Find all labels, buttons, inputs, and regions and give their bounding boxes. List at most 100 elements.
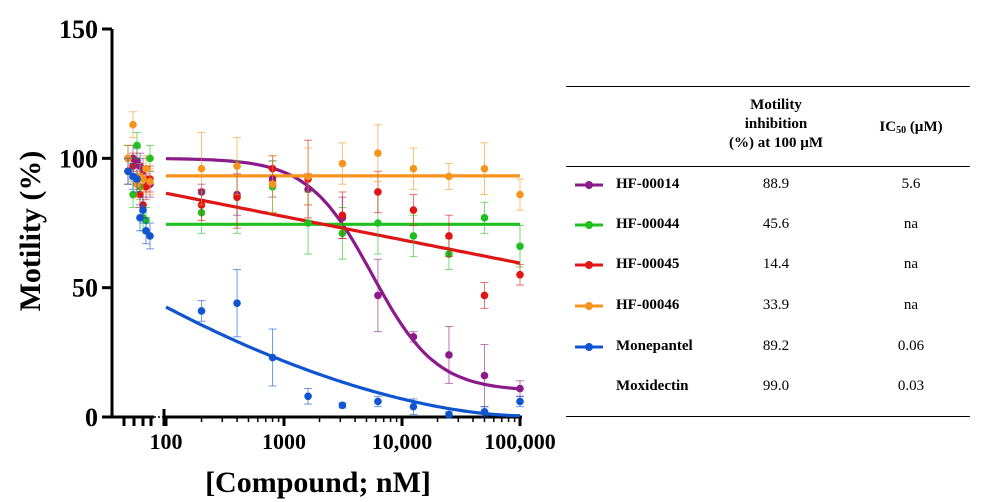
header-ic50-sub: 50 xyxy=(896,125,907,136)
row-inhibition: 89.2 xyxy=(762,338,790,354)
control-point-monepantel xyxy=(139,196,147,224)
table-row: Moxidectin 99.0 0.03 xyxy=(566,376,970,400)
table-header-rule xyxy=(566,166,970,167)
data-point xyxy=(374,188,382,196)
legend-dot xyxy=(585,343,593,351)
data-point-monepantel xyxy=(516,395,524,408)
data-point-hf-00044 xyxy=(516,225,524,268)
data-point-monepantel xyxy=(338,401,347,410)
header-line-2: inhibition xyxy=(744,116,808,132)
legend-marker xyxy=(575,181,603,189)
fit-curve-hf-00014 xyxy=(166,157,521,391)
row-compound-name: HF-00045 xyxy=(616,256,680,272)
data-point-hf-00046 xyxy=(304,147,313,206)
data-point xyxy=(233,193,241,201)
data-point xyxy=(480,371,489,380)
data-point xyxy=(409,164,418,173)
data-point-hf-00046 xyxy=(480,142,489,196)
data-point-hf-00014 xyxy=(480,344,489,408)
data-point xyxy=(374,219,382,227)
data-point xyxy=(480,291,489,300)
data-point-monepantel xyxy=(197,300,206,322)
data-point xyxy=(480,408,489,416)
row-ic50: 5.6 xyxy=(901,176,921,192)
legend-marker xyxy=(575,343,603,351)
table-bottom-rule xyxy=(566,416,970,417)
data-point xyxy=(516,270,524,279)
data-point xyxy=(516,190,524,199)
control-point-monepantel xyxy=(133,165,141,193)
row-ic50: na xyxy=(903,256,919,272)
data-point xyxy=(409,206,418,214)
data-point xyxy=(268,353,277,362)
legend-marker xyxy=(575,261,603,269)
data-point xyxy=(233,299,241,307)
data-point-hf-00046 xyxy=(268,155,277,214)
data-point xyxy=(516,242,524,251)
data-point xyxy=(136,190,144,199)
data-point xyxy=(233,162,241,170)
data-point xyxy=(268,180,277,188)
y-tick-label: 100 xyxy=(59,144,98,173)
data-point xyxy=(338,159,347,168)
data-point xyxy=(374,291,382,300)
x-tick-label: 100 xyxy=(150,429,183,454)
table-header-ic50: IC50 (µM) xyxy=(866,118,956,137)
data-point xyxy=(445,232,453,240)
data-point-hf-00046 xyxy=(373,124,382,183)
data-point-monepantel xyxy=(373,395,382,408)
data-point xyxy=(142,226,150,235)
data-point xyxy=(146,232,154,240)
data-point-monepantel xyxy=(480,406,489,418)
data-point-hf-00014 xyxy=(444,325,453,384)
data-point-monepantel xyxy=(304,388,313,405)
control-point-hf-00046 xyxy=(136,163,144,190)
data-point xyxy=(338,211,347,220)
data-point-hf-00046 xyxy=(233,137,242,196)
control-point-hf-00046 xyxy=(129,111,137,139)
data-point xyxy=(197,307,206,315)
table-row: Monepantel 89.2 0.06 xyxy=(566,336,970,360)
data-point-hf-00045 xyxy=(409,194,418,227)
table-row: HF-00044 45.6 na xyxy=(566,214,970,238)
header-ic50-base: IC xyxy=(879,119,897,135)
row-inhibition: 14.4 xyxy=(762,256,790,272)
row-compound-name: Moxidectin xyxy=(616,378,689,394)
x-tick-label: 10,000 xyxy=(372,429,433,454)
control-point-hf-00046 xyxy=(146,168,154,196)
row-ic50: 0.03 xyxy=(897,378,925,394)
data-point xyxy=(338,401,347,410)
x-axis-title: [Compound; nM] xyxy=(205,466,431,499)
legend-dot xyxy=(585,181,593,189)
data-point xyxy=(516,397,524,406)
data-point-hf-00045 xyxy=(480,281,489,309)
y-axis-title: Motility (%) xyxy=(14,151,47,312)
row-ic50: na xyxy=(903,216,919,232)
data-point xyxy=(139,175,147,183)
data-point-hf-00045 xyxy=(516,263,524,286)
data-point-hf-00046 xyxy=(516,178,524,211)
data-point xyxy=(146,177,154,186)
legend-dot xyxy=(585,302,593,310)
data-point xyxy=(374,397,382,406)
header-line-1: Motility xyxy=(750,97,802,113)
x-tick-label: 1000 xyxy=(262,429,306,454)
data-point xyxy=(480,164,489,173)
row-compound-name: HF-00046 xyxy=(616,297,680,313)
row-compound-name: HF-00044 xyxy=(616,216,680,232)
data-point xyxy=(374,149,382,157)
data-point xyxy=(139,206,147,214)
fit-curve-monepantel xyxy=(165,305,520,418)
data-point xyxy=(129,120,137,129)
legend-marker xyxy=(575,221,603,229)
table-header-inhibition: Motility inhibition (%) at 100 µM xyxy=(706,96,846,153)
data-point-hf-00014 xyxy=(373,258,382,333)
data-point xyxy=(142,182,150,191)
row-inhibition: 99.0 xyxy=(762,378,790,394)
data-point-monepantel xyxy=(409,398,418,415)
control-point-monepantel xyxy=(146,222,154,250)
control-point-monepantel xyxy=(124,157,132,185)
control-point-monepantel xyxy=(142,217,150,245)
y-tick-label: 50 xyxy=(72,274,98,303)
data-point-monepantel xyxy=(268,328,277,387)
